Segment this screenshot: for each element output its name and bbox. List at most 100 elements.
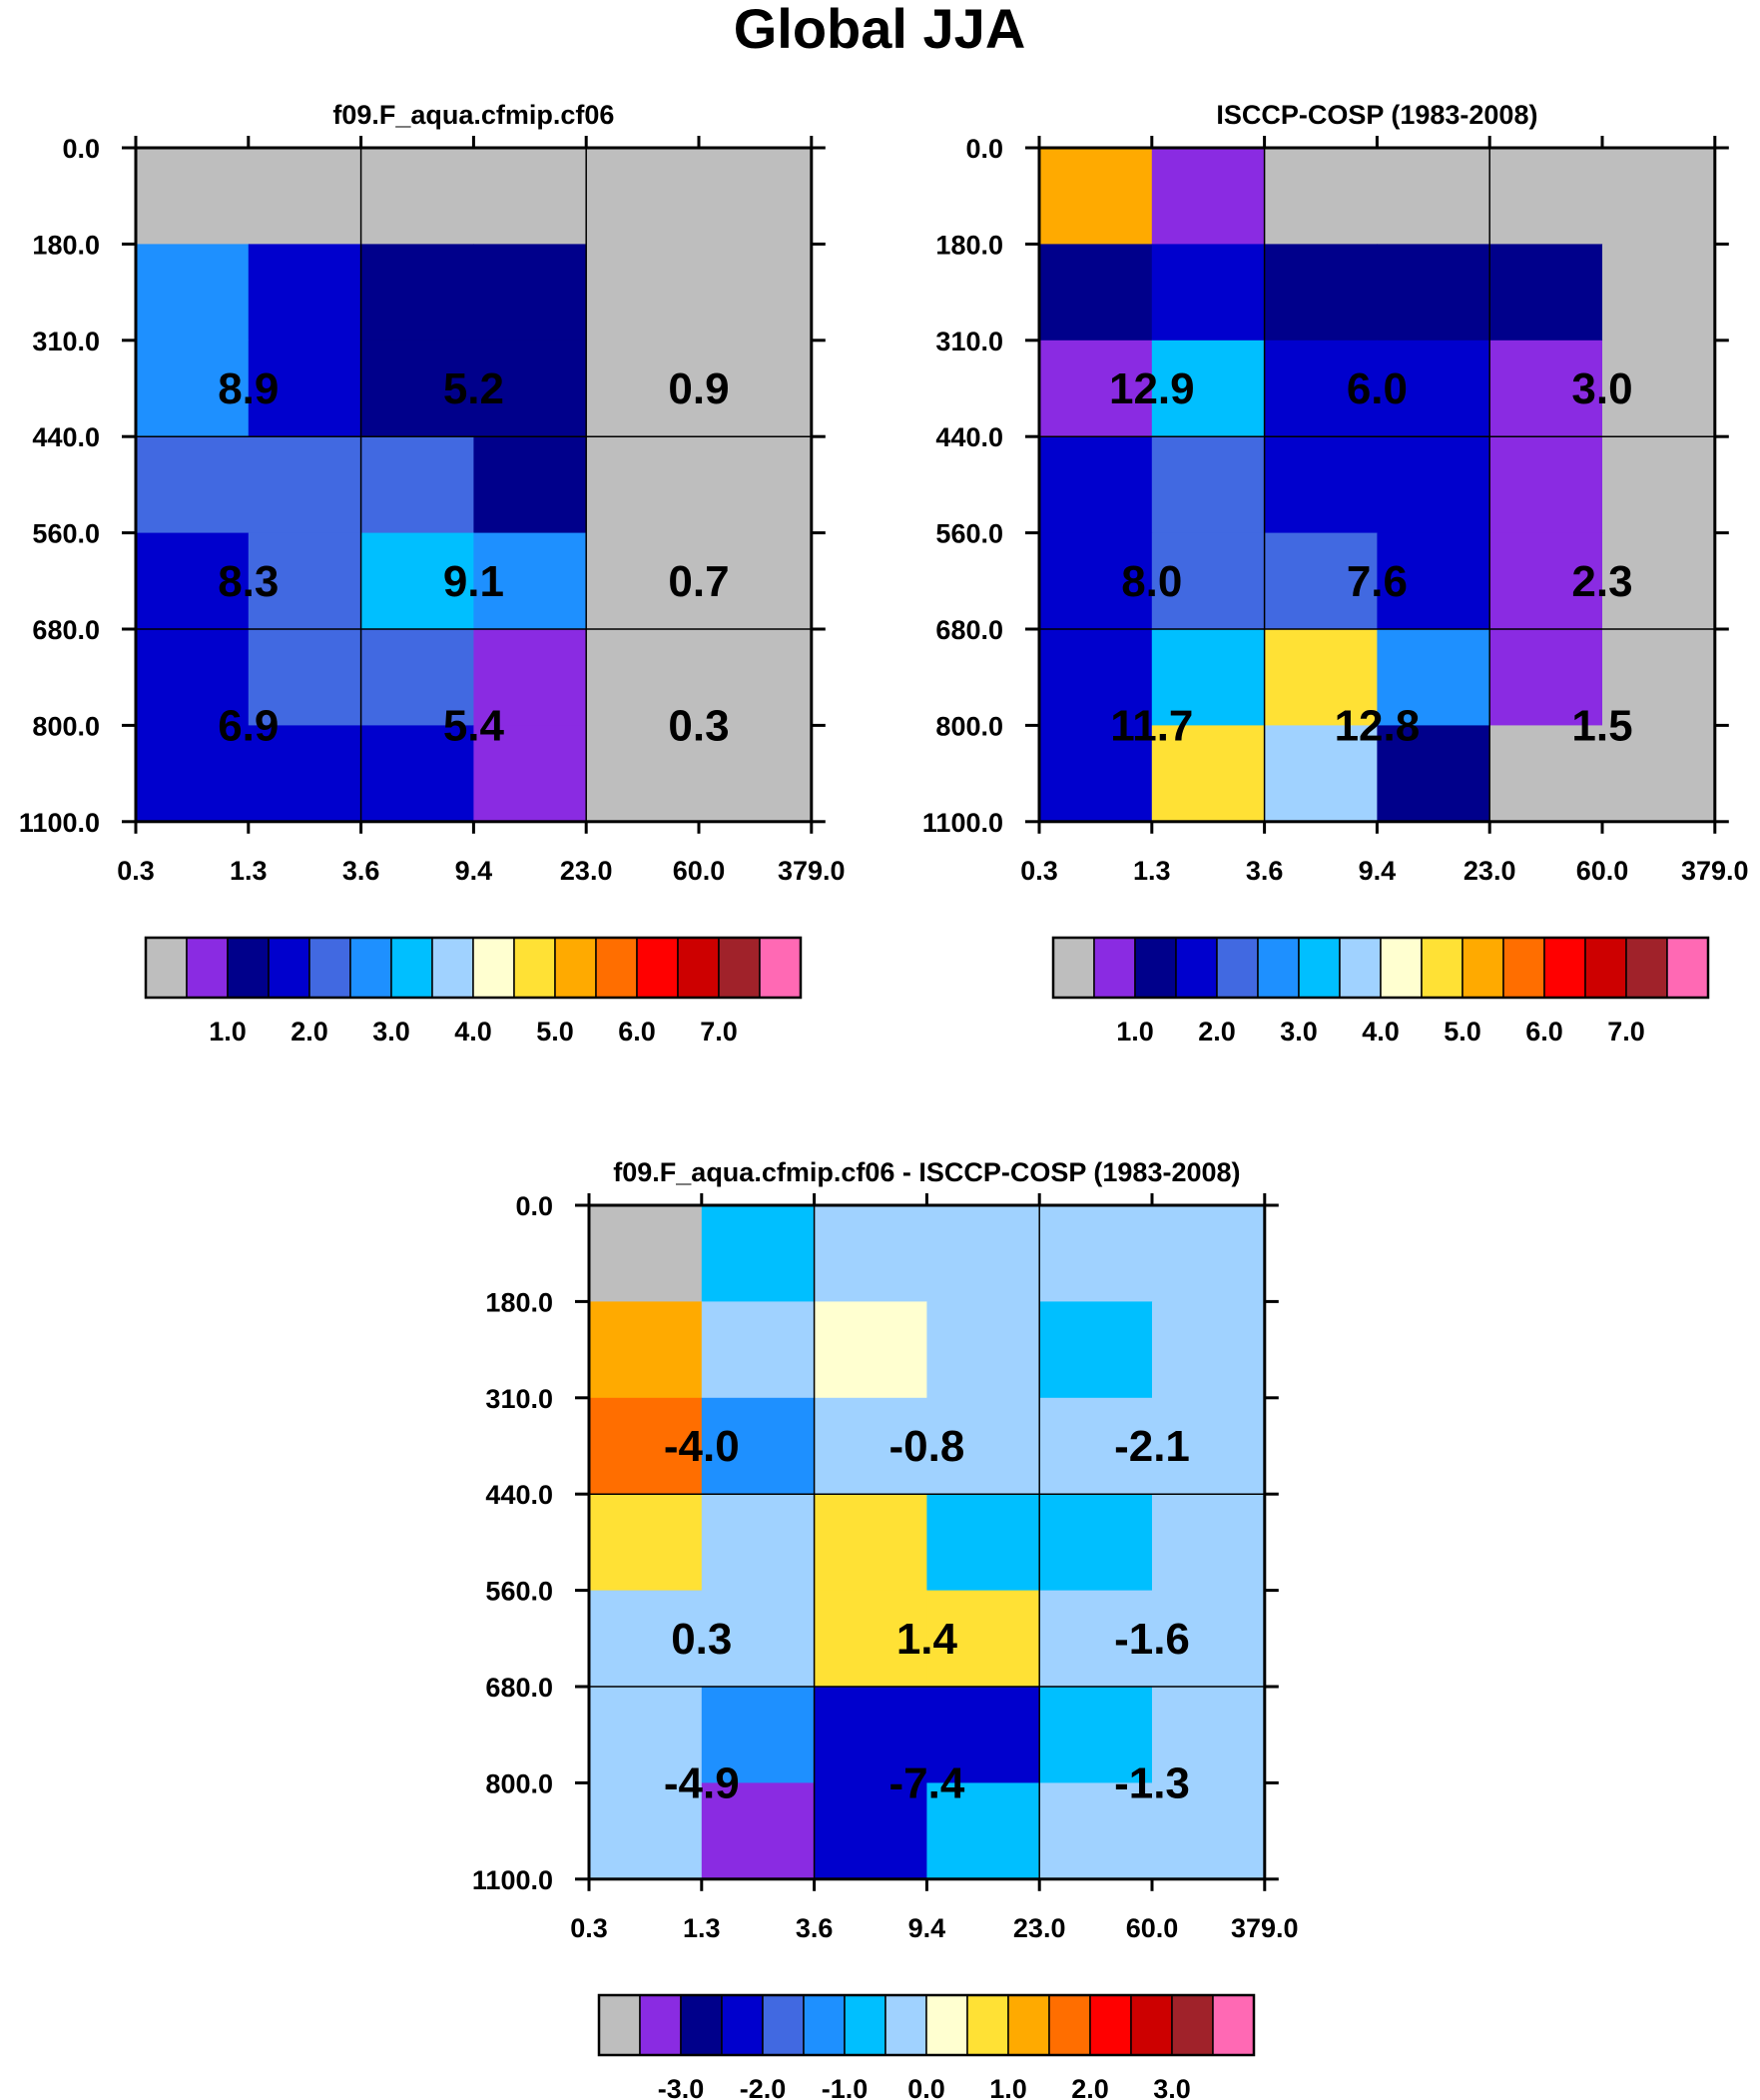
colorbar-swatch <box>1048 1994 1091 2056</box>
y-tick-label: 180.0 <box>32 230 100 260</box>
colorbar-label: 3.0 <box>1153 2074 1191 2100</box>
colorbar-swatch <box>431 937 474 999</box>
colorbar-swatch <box>803 1994 846 2056</box>
heatmap-cell <box>926 1782 1040 1880</box>
heatmap-cell <box>586 532 700 630</box>
colorbar-label: 5.0 <box>1444 1017 1481 1047</box>
colorbar-swatch <box>680 1994 723 2056</box>
y-tick-label: 440.0 <box>32 422 100 452</box>
heatmap-cell <box>473 340 587 437</box>
heatmap-cell <box>1489 148 1603 245</box>
x-tick-label: 0.3 <box>570 1913 608 1943</box>
heatmap-cell <box>473 148 587 245</box>
group-value-label: 12.9 <box>1109 364 1195 413</box>
colorbar-swatch <box>966 1994 1009 2056</box>
colorbar-swatch <box>636 937 679 999</box>
heatmap-cell <box>1489 244 1603 342</box>
colorbar-label: 2.0 <box>291 1017 328 1047</box>
heatmap-cell <box>1151 436 1266 534</box>
colorbar-label: 5.0 <box>536 1017 574 1047</box>
heatmap-cell <box>1377 340 1490 437</box>
colorbar-swatch <box>759 937 802 999</box>
colorbar-label: 7.0 <box>700 1017 738 1047</box>
heatmap-cell <box>248 244 362 342</box>
group-value-label: -4.0 <box>664 1422 740 1471</box>
y-tick-label: 800.0 <box>32 711 100 741</box>
heatmap-cell <box>1039 1494 1153 1592</box>
heatmap-cell <box>1039 436 1153 534</box>
group-value-label: 8.3 <box>218 557 279 606</box>
x-tick-label: 0.3 <box>1020 856 1058 886</box>
heatmap-cell <box>1264 244 1378 342</box>
colorbar-swatch <box>1380 937 1423 999</box>
colorbar-swatch <box>349 937 392 999</box>
heatmap-cell <box>1039 1590 1153 1688</box>
heatmap-cell <box>699 244 813 342</box>
heatmap-cell <box>1489 629 1603 726</box>
group-value-label: 2.3 <box>1571 557 1632 606</box>
heatmap-cell <box>136 244 250 342</box>
group-value-label: 9.1 <box>443 557 504 606</box>
heatmap-cell <box>1151 629 1266 726</box>
y-tick-label: 440.0 <box>485 1480 553 1510</box>
colorbar-swatch <box>1298 937 1341 999</box>
group-value-label: 0.7 <box>668 557 729 606</box>
heatmap-cell <box>814 1494 927 1592</box>
heatmap-cell <box>1152 1687 1266 1783</box>
group-value-label: 6.9 <box>218 701 279 750</box>
heatmap-cell <box>586 244 700 342</box>
heatmap-cell <box>1152 1782 1266 1880</box>
y-tick-label: 1100.0 <box>922 808 1003 838</box>
colorbar-swatch <box>677 937 720 999</box>
heatmap-cell <box>1377 244 1490 342</box>
x-tick-label: 3.6 <box>342 856 380 886</box>
panel-title: ISCCP-COSP (1983-2008) <box>1216 100 1537 130</box>
x-tick-label: 9.4 <box>1359 856 1397 886</box>
group-value-label: 8.9 <box>218 364 279 413</box>
colorbar-swatch <box>1134 937 1177 999</box>
colorbar-swatch <box>1625 937 1668 999</box>
heatmap-cell <box>1151 340 1266 437</box>
heatmap-cell <box>136 629 250 726</box>
y-tick-label: 560.0 <box>485 1577 553 1607</box>
heatmap-cell <box>1602 629 1716 726</box>
colorbar-swatch <box>1212 1994 1255 2056</box>
heatmap-cell <box>814 1687 927 1783</box>
y-tick-label: 680.0 <box>485 1673 553 1703</box>
heatmap-cell <box>136 725 250 823</box>
colorbar-swatch <box>1171 1994 1214 2056</box>
colorbar-swatch <box>554 937 597 999</box>
y-tick-label: 310.0 <box>32 327 100 356</box>
heatmap-cell <box>589 1397 703 1495</box>
colorbar-swatch <box>1007 1994 1050 2056</box>
heatmap-cell <box>926 1687 1040 1783</box>
x-tick-label: 9.4 <box>455 856 493 886</box>
heatmap-cell <box>926 1205 1040 1302</box>
colorbar-swatch <box>390 937 433 999</box>
group-value-label: 0.3 <box>671 1615 732 1664</box>
heatmap-cell <box>1039 148 1153 245</box>
heatmap-cell <box>926 1494 1040 1592</box>
heatmap-cell <box>699 629 813 726</box>
panel-model-cloud-fraction: f09.F_aqua.cfmip.cf06 0.3 1.3 3.6 9.4 23.0 60.… <box>19 100 846 1047</box>
colorbar-swatch <box>1584 937 1627 999</box>
colorbar-label: -3.0 <box>658 2074 705 2100</box>
heatmap-cell <box>248 340 362 437</box>
y-tick-label: 1100.0 <box>472 1865 553 1895</box>
heatmap-cell <box>589 1590 703 1688</box>
heatmap-cell <box>248 725 362 823</box>
heatmap-cell <box>586 148 700 245</box>
heatmap-cell <box>473 629 587 726</box>
group-value-label: -2.1 <box>1114 1422 1190 1471</box>
group-value-label: 5.4 <box>443 701 505 750</box>
heatmap-cell <box>589 1687 703 1783</box>
colorbar-label: -1.0 <box>822 2074 869 2100</box>
heatmap-cell <box>136 532 250 630</box>
x-tick-label: 3.6 <box>796 1913 834 1943</box>
group-value-label: -1.3 <box>1114 1758 1190 1807</box>
colorbar-label: 1.0 <box>1116 1017 1154 1047</box>
heatmap-cell <box>586 725 700 823</box>
y-tick-label: 180.0 <box>935 230 1003 260</box>
heatmap-cell <box>360 436 474 534</box>
heatmap-cell <box>589 1205 703 1302</box>
